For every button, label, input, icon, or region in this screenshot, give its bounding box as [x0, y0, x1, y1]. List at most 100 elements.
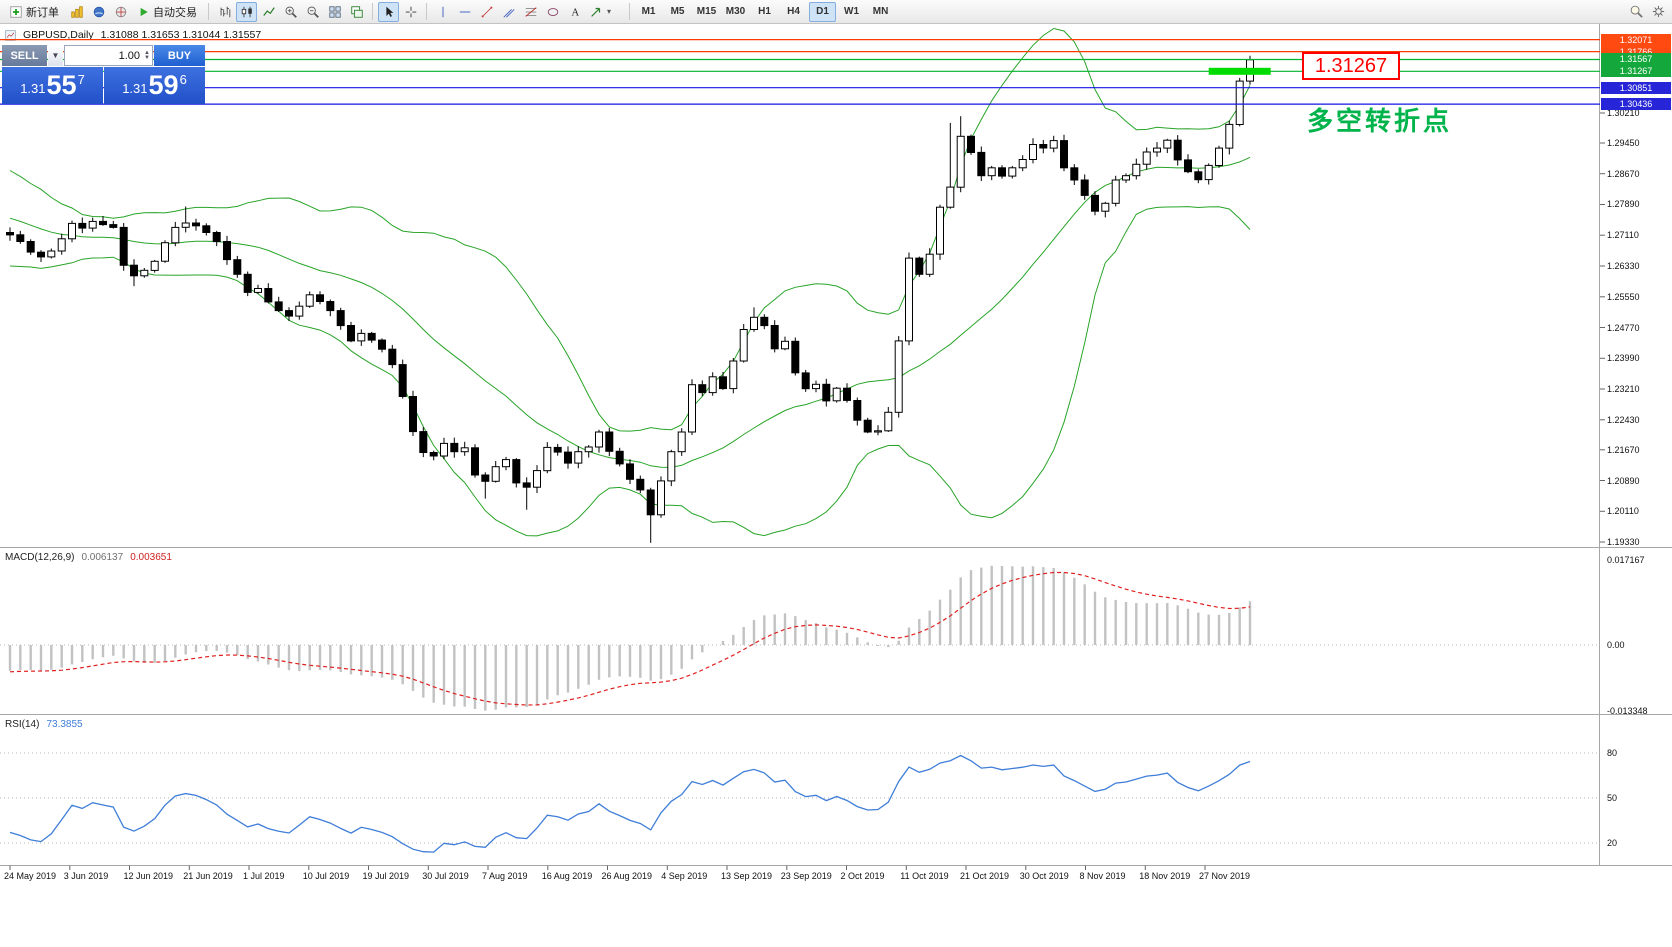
profiles-icon: [93, 6, 104, 17]
macd-layer: [0, 565, 1600, 711]
toolbar-separator: [208, 3, 209, 20]
arrows-tool-button[interactable]: ▾: [586, 2, 614, 22]
profiles-button[interactable]: [88, 2, 109, 22]
main-toolbar: 新订单 自动交易 A ▾ M1 M5 M15 M30 H1 H4 D1 W1 MN: [0, 0, 1672, 24]
timeframe-m5-button[interactable]: M5: [664, 2, 691, 22]
rsi-layer: [0, 752, 1600, 853]
arrange-windows-button[interactable]: [346, 2, 367, 22]
data-window-button[interactable]: [110, 2, 131, 22]
zoom-in-icon: [285, 6, 297, 18]
autotrading-icon: [140, 7, 148, 16]
crosshair-icon: [405, 6, 416, 17]
settings-button[interactable]: [1648, 2, 1669, 22]
line-chart-type-button[interactable]: [258, 2, 279, 22]
price-annotation-box[interactable]: 1.31267: [1302, 52, 1400, 80]
toolbar-separator: [372, 3, 373, 20]
volume-decrease-button[interactable]: ▼: [144, 54, 150, 61]
gear-icon: [1652, 5, 1665, 18]
bar-chart-type-button[interactable]: [214, 2, 235, 22]
cursor-tool-button[interactable]: [378, 1, 399, 22]
timeframe-m30-button[interactable]: M30: [722, 2, 749, 22]
zoom-in-button[interactable]: [280, 2, 301, 22]
ellipse-tool-button[interactable]: [542, 2, 563, 22]
autotrading-label: 自动交易: [153, 6, 197, 19]
timeframe-d1-button[interactable]: D1: [809, 1, 837, 22]
trendline-tool-button[interactable]: [476, 2, 497, 22]
line-chart-icon: [262, 6, 275, 16]
macd-indicator-label: MACD(12,26,9) 0.006137 0.003651: [5, 552, 172, 563]
trade-panel-prices: 1.31 55 7 1.31 59 6: [2, 67, 205, 104]
timeframe-m15-button[interactable]: M15: [693, 2, 720, 22]
search-button[interactable]: [1626, 2, 1647, 22]
sell-button[interactable]: SELL: [2, 45, 47, 66]
volume-spinner: ▲ ▼: [144, 49, 150, 61]
chevron-down-icon: ▾: [607, 7, 612, 16]
rsi-value: 73.3855: [46, 719, 83, 730]
zoom-out-button[interactable]: [302, 2, 323, 22]
new-chart-button[interactable]: [66, 2, 87, 22]
volume-increase-button[interactable]: ▲: [144, 49, 150, 56]
toolbar-separator: [426, 3, 427, 20]
horizontal-line-icon: [459, 11, 470, 12]
chevron-down-icon: ▼: [51, 51, 60, 60]
data-window-icon: [115, 6, 126, 17]
bid-price-pips: 55: [46, 70, 77, 100]
candles-chart-icon: [241, 6, 252, 17]
rsi-indicator-label: RSI(14) 73.3855: [5, 719, 83, 730]
timeframe-h1-button[interactable]: H1: [751, 2, 778, 22]
tile-windows-button[interactable]: [324, 2, 345, 22]
new-chart-icon: [70, 5, 83, 18]
highlight-bar: [1208, 67, 1271, 75]
cursor-icon: [385, 6, 393, 17]
volume-field[interactable]: 1.00 ▲ ▼: [64, 45, 153, 66]
bid-price-major: 1.31: [20, 81, 46, 96]
bid-price-point: 7: [77, 72, 85, 87]
bid-price-display[interactable]: 1.31 55 7: [2, 67, 103, 104]
timeframe-m1-button[interactable]: M1: [635, 2, 662, 22]
timeframe-group: M1 M5 M15 M30 H1 H4 D1 W1 MN: [635, 1, 894, 22]
bars-chart-icon: [220, 6, 230, 17]
timeframe-w1-button[interactable]: W1: [838, 2, 865, 22]
channel-tool-button[interactable]: [498, 2, 519, 22]
timeframe-h4-button[interactable]: H4: [780, 2, 807, 22]
trendline-icon: [481, 6, 492, 17]
crosshair-tool-button[interactable]: [400, 2, 421, 22]
search-icon: [1630, 5, 1643, 18]
order-type-dropdown[interactable]: ▼: [48, 45, 63, 66]
macd-signal-value: 0.003651: [130, 552, 172, 563]
one-click-trading-panel: SELL ▼ 1.00 ▲ ▼ BUY 1.31 55 7 1.31 59 6: [2, 45, 205, 104]
svg-text:A: A: [571, 7, 579, 18]
text-tool-button[interactable]: A: [564, 2, 585, 22]
buy-button[interactable]: BUY: [154, 45, 205, 66]
fibonacci-tool-button[interactable]: [520, 2, 541, 22]
timeframe-mn-button[interactable]: MN: [867, 2, 894, 22]
macd-main-value: 0.006137: [81, 552, 124, 563]
toolbar-separator: [629, 3, 631, 20]
candles-layer: [6, 55, 1254, 543]
macd-name: MACD(12,26,9): [5, 552, 75, 563]
turning-point-note[interactable]: 多空转折点: [1307, 106, 1453, 136]
new-order-label: 新订单: [26, 6, 59, 19]
autotrading-button[interactable]: 自动交易: [132, 2, 203, 22]
new-order-icon: [10, 5, 22, 18]
ask-price-point: 6: [179, 72, 187, 87]
zoom-out-icon: [307, 6, 319, 18]
fibonacci-icon: [524, 6, 537, 17]
vertical-line-icon: [442, 6, 443, 17]
chart-symbol-label: GBPUSD,Daily 1.31088 1.31653 1.31044 1.3…: [5, 29, 261, 41]
vertical-line-tool-button[interactable]: [432, 2, 453, 22]
candlestick-chart-type-button[interactable]: [236, 1, 257, 22]
rsi-name: RSI(14): [5, 719, 40, 730]
equidistant-channel-icon: [502, 8, 515, 18]
ask-price-major: 1.31: [122, 81, 148, 96]
new-order-button[interactable]: 新订单: [3, 2, 65, 22]
volume-value[interactable]: 1.00: [118, 49, 141, 62]
cascade-windows-icon: [350, 5, 363, 18]
ellipse-icon: [547, 7, 558, 16]
ask-price-display[interactable]: 1.31 59 6: [104, 67, 205, 104]
arrow-tool-icon: [591, 7, 601, 17]
horizontal-line-tool-button[interactable]: [454, 2, 475, 22]
trade-panel-controls: SELL ▼ 1.00 ▲ ▼ BUY: [2, 45, 205, 66]
